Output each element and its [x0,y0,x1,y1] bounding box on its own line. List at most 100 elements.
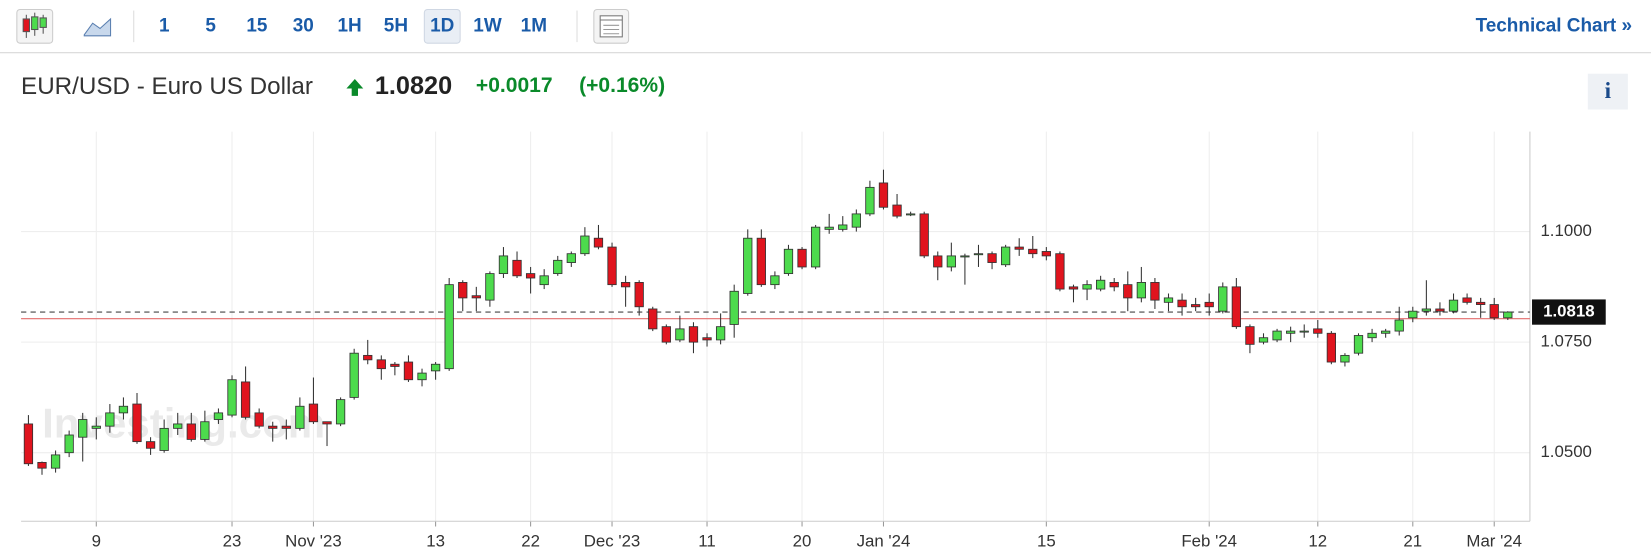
candle-body [1476,301,1486,305]
candle-body [105,412,115,427]
candle [1326,331,1336,365]
candle-body [1408,310,1418,319]
candle-body [1353,335,1364,354]
candle [1381,328,1391,338]
candle [1082,280,1092,301]
candle-body [1367,332,1377,339]
candle-body [132,403,142,443]
candle-body [281,425,291,429]
layout-icon[interactable] [593,8,630,44]
candle-body [1096,279,1106,290]
candle-body [1435,308,1445,312]
candle-body [675,328,685,341]
candle-body [1258,337,1269,343]
x-tick-label: Nov '23 [285,532,342,551]
candle [23,415,34,466]
candle [227,375,237,418]
candle-body [525,273,536,279]
candle [1503,311,1513,321]
interval-button[interactable]: 30 [293,15,314,36]
candle [1000,244,1011,267]
candle [539,269,549,290]
candle-body [349,352,359,398]
candle-body [173,423,183,429]
watermark: Investing.com [42,400,325,447]
interval-button[interactable]: 1H [337,15,361,36]
candle [1218,282,1228,314]
interval-button[interactable]: 1W [473,15,502,36]
candle-body [200,421,210,440]
candle [186,412,196,442]
interval-button[interactable]: 15 [246,15,267,36]
x-tick-label: 11 [698,532,715,551]
interval-button[interactable]: 1 [159,15,170,36]
candle [200,410,210,442]
candle-body [539,275,549,286]
interval-button[interactable]: 1D [430,15,454,36]
y-tick-label: 1.0500 [1540,442,1591,461]
candle [132,392,142,444]
candle [1435,302,1445,316]
candle-body [444,284,454,370]
candle-icon[interactable] [16,8,54,44]
interval-button[interactable]: 5 [205,15,216,36]
interval-button[interactable]: 1M [521,15,547,36]
candle-body [715,326,726,341]
x-tick-label: 23 [223,532,242,551]
candle [1177,293,1187,316]
candle-body [1272,330,1282,341]
candle-body [783,248,794,275]
candle [118,397,129,420]
candle-body [770,275,780,286]
candle [1367,328,1377,343]
candle [1163,293,1174,312]
candle-body [268,425,278,429]
instrument-name: EUR/USD - Euro US Dollar [21,73,313,100]
candle [1123,271,1133,312]
candle-body [1163,297,1174,303]
candle [254,408,264,429]
candle [417,368,427,387]
candle-body [1231,286,1241,328]
candle [1245,324,1255,354]
candle-body [1326,332,1336,363]
candle-body [973,253,984,256]
candle-body [1286,330,1296,334]
candle [1096,275,1106,292]
x-tick-label: 20 [793,532,812,551]
candle-body [824,226,834,230]
candle-body [1177,299,1187,308]
candle-body [186,423,196,440]
candle-body [1503,311,1513,319]
line-chart-icon[interactable] [83,17,112,37]
candle [648,306,658,332]
candle [905,211,916,217]
candle-body [118,405,129,414]
candle-body [1109,282,1119,288]
x-tick-label: 9 [92,532,101,551]
candle [838,216,848,232]
candle [1055,251,1065,292]
candle [37,461,47,475]
candle-body [987,253,997,263]
info-icon[interactable]: i [1605,78,1612,104]
candle [620,275,631,307]
candle [159,419,169,453]
candle-body [620,282,631,288]
info-button[interactable] [1587,73,1628,110]
candle [1421,280,1432,316]
candle [1394,306,1404,336]
interval-button[interactable]: 5H [384,15,408,36]
candle [485,271,495,307]
candle-body [227,379,237,416]
active-interval-box [423,8,461,44]
candle [1489,297,1499,321]
technical-chart-link[interactable]: Technical Chart » [1476,15,1632,36]
candle [1408,306,1418,323]
candle [1068,284,1079,303]
candle-body [661,326,671,343]
candle [471,286,481,312]
candle [878,169,889,210]
candle-body [634,282,644,308]
